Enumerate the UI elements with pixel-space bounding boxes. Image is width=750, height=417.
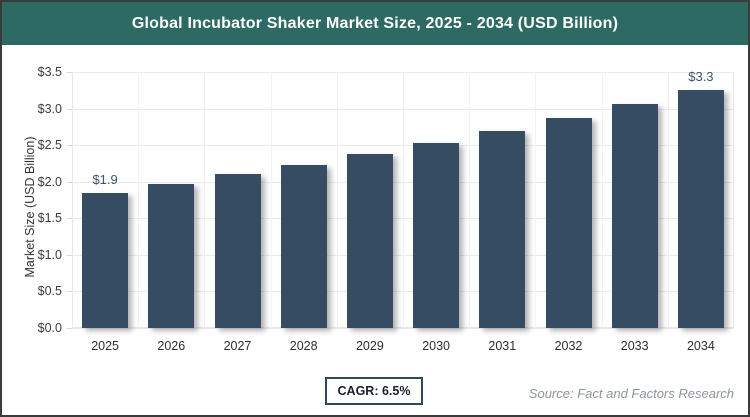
y-tick-mark [67, 108, 72, 110]
source-text: Source: Fact and Factors Research [528, 386, 734, 401]
bar-value-label: $3.3 [688, 68, 714, 84]
gridline [72, 328, 734, 329]
bar-2028 [280, 164, 327, 328]
vertical-gridline [204, 72, 206, 328]
y-axis-tick-label: $3.0 [37, 101, 62, 116]
x-axis-label: 2032 [554, 339, 583, 353]
y-tick-mark [67, 254, 72, 256]
vertical-gridline [535, 72, 537, 328]
y-axis-tick-label: $0.5 [37, 284, 62, 299]
vertical-gridline [403, 72, 404, 328]
x-axis-label: 2034 [686, 339, 715, 353]
y-tick-mark [67, 145, 72, 147]
x-axis-label: 2031 [488, 339, 517, 353]
y-tick-mark [67, 72, 72, 73]
y-axis-tick-label: $1.5 [37, 211, 62, 226]
x-axis-label: 2030 [422, 339, 450, 353]
y-axis-tick-label: $2.5 [37, 138, 62, 153]
x-axis-label: 2033 [620, 339, 649, 353]
vertical-gridline [601, 72, 603, 328]
y-axis-tick-label: $2.0 [37, 174, 62, 189]
bar-2031 [479, 130, 526, 328]
y-tick-mark [67, 291, 72, 293]
x-axis-label: 2029 [355, 339, 384, 353]
y-axis-tick-label: $0.0 [37, 321, 62, 335]
plot-area [67, 72, 734, 329]
y-tick-mark [67, 181, 72, 183]
y-axis-tick-label: $3.5 [37, 65, 62, 79]
bar-2033 [611, 104, 658, 328]
y-axis-tick-label: $1.0 [37, 247, 62, 262]
vertical-gridline [469, 72, 471, 328]
chart-title-bar: Global Incubator Shaker Market Size, 202… [2, 2, 748, 45]
x-axis-label: 2025 [91, 339, 119, 353]
bar-2027 [214, 174, 261, 328]
bar-2034 [677, 89, 724, 328]
bar-value-label: $1.9 [92, 171, 118, 187]
y-tick-mark [67, 218, 72, 220]
bar-2030 [413, 142, 460, 328]
x-axis-label: 2026 [157, 339, 186, 353]
x-axis-label: 2028 [289, 339, 318, 353]
vertical-gridline [336, 72, 338, 328]
vertical-gridline [138, 72, 140, 328]
bar-2032 [545, 118, 592, 328]
chart-title: Global Incubator Shaker Market Size, 202… [131, 14, 619, 32]
cagr-box: CAGR: 6.5% [325, 377, 423, 405]
vertical-gridline [270, 72, 272, 328]
bar-2029 [346, 153, 393, 328]
bar-2026 [148, 183, 195, 328]
bar-2025 [82, 192, 129, 328]
vertical-gridline [667, 72, 669, 328]
y-tick-mark [67, 328, 72, 329]
x-axis-label: 2027 [223, 339, 252, 353]
